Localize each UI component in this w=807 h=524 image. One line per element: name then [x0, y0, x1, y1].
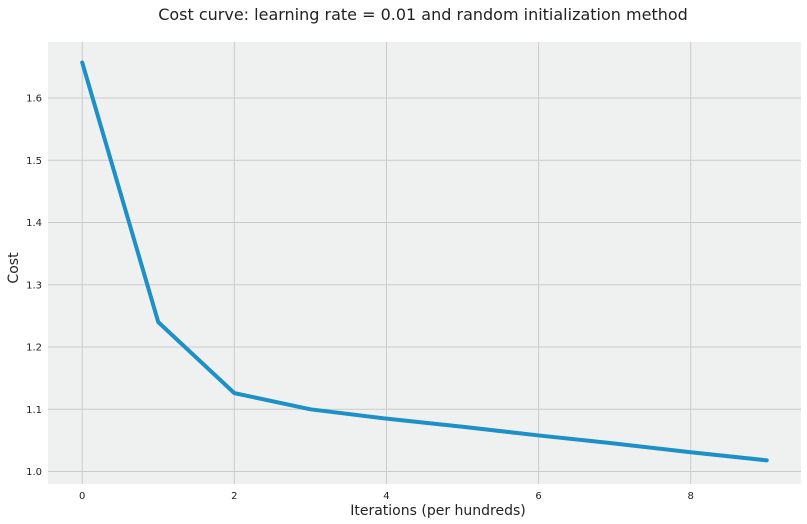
data-series-layer: [80, 60, 769, 463]
y-tick-label: 1.4: [26, 218, 42, 229]
y-tick-label: 1.1: [26, 405, 42, 416]
plot-background: [48, 42, 801, 484]
plot-area: [48, 42, 801, 484]
grid-lines: [48, 42, 801, 484]
y-tick-label: 1.2: [26, 343, 42, 354]
y-tick-label: 1.5: [26, 156, 42, 167]
y-tick-label: 1.3: [26, 280, 42, 291]
cost-series-line: [80, 60, 769, 463]
y-axis-label: Cost: [6, 252, 22, 284]
x-tick-label: 6: [535, 491, 541, 502]
x-axis-label: Iterations (per hundreds): [350, 503, 526, 519]
x-tick-label: 8: [688, 491, 694, 502]
chart-title: Cost curve: learning rate = 0.01 and ran…: [158, 5, 688, 24]
y-tick-label: 1.0: [26, 467, 42, 478]
tick-labels: 0 2 4 6 8 1.0 1.1 1.2 1.3 1.4 1.5 1.6: [26, 94, 694, 502]
x-tick-label: 2: [231, 491, 237, 502]
y-tick-label: 1.6: [26, 94, 42, 105]
x-tick-label: 4: [383, 491, 389, 502]
x-tick-label: 0: [79, 491, 85, 502]
